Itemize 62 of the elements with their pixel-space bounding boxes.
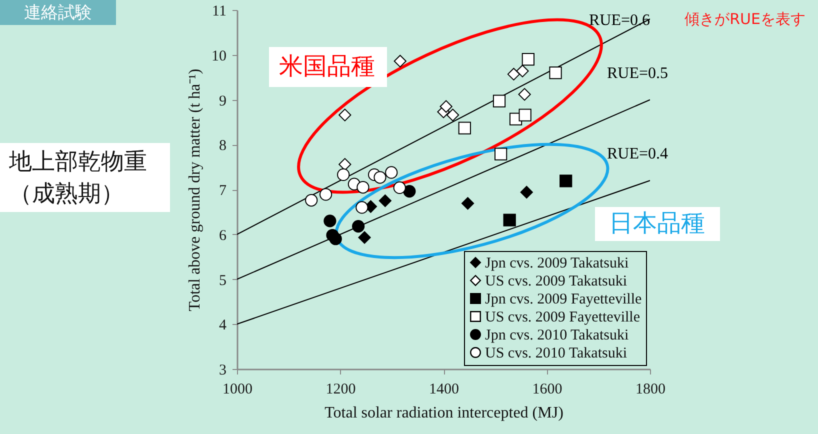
y-tick-label: 6: [219, 228, 227, 244]
y-tick-label: 11: [212, 4, 226, 20]
x-tick-label: 1200: [326, 382, 356, 398]
x-axis-title: Total solar radiation intercepted (MJ): [324, 404, 564, 422]
point: [324, 214, 336, 228]
legend-label: US cvs. 2009 Fayetteville: [485, 310, 640, 326]
legend-label: Jpn cvs. 2009 Takatsuki: [485, 256, 629, 272]
point: [461, 197, 474, 210]
point: [374, 171, 386, 184]
y-tick-label: 8: [219, 138, 226, 154]
point: [393, 181, 406, 194]
text: 傾きがRUEを表す: [684, 10, 806, 28]
point: [338, 158, 352, 171]
point: [378, 194, 392, 208]
point: [446, 108, 460, 122]
point: [518, 88, 531, 101]
point: [358, 231, 371, 244]
point: [403, 184, 416, 198]
y-axis-title: Total above ground dry matter (t ha⁻¹): [186, 68, 204, 312]
point: [549, 66, 562, 80]
x-tick-label: 1800: [636, 382, 666, 398]
point: [394, 54, 406, 68]
point: [319, 188, 332, 201]
point: [385, 166, 398, 179]
point: [329, 232, 342, 246]
legend-label: US cvs. 2010 Takatsuki: [485, 346, 628, 362]
x-tick-label: 1400: [429, 382, 459, 398]
point: [560, 174, 572, 188]
x-tick-label: 1600: [532, 382, 562, 398]
point: [520, 186, 533, 198]
point: [503, 214, 516, 226]
text: 連絡試験: [24, 3, 92, 23]
point: [518, 108, 532, 122]
series-label: RUE=0.5: [606, 64, 668, 82]
y-tick-label: 4: [219, 318, 227, 334]
text: 地上部乾物重（成熟期）: [8, 149, 147, 207]
point: [305, 194, 318, 207]
point: [337, 168, 350, 181]
point: [522, 53, 534, 66]
point: [507, 68, 520, 80]
legend-label: Jpn cvs. 2010 Takatsuki: [485, 328, 629, 344]
point: [516, 64, 529, 78]
point: [352, 220, 365, 233]
point: [356, 180, 370, 194]
point: [494, 148, 508, 160]
x-tick-label: 1000: [222, 382, 252, 398]
point: [338, 108, 352, 122]
y-tick-label: 10: [212, 48, 226, 64]
annotation: 米国品種: [279, 52, 375, 80]
y-tick-label: 3: [219, 362, 226, 378]
point: [440, 100, 452, 113]
y-tick-label: 9: [219, 93, 226, 110]
point: [458, 122, 471, 134]
y-tick-label: 7: [219, 183, 227, 199]
legend-label: US cvs. 2009 Takatsuki: [485, 274, 628, 290]
point: [356, 201, 368, 214]
annotation: 日本品種: [609, 209, 705, 237]
y-tick-label: 5: [219, 272, 226, 289]
point: [492, 94, 506, 108]
legend-label: Jpn cvs. 2009 Fayetteville: [485, 292, 642, 308]
series-label: RUE=0.6: [588, 12, 650, 29]
series-label: RUE=0.4: [606, 146, 668, 163]
